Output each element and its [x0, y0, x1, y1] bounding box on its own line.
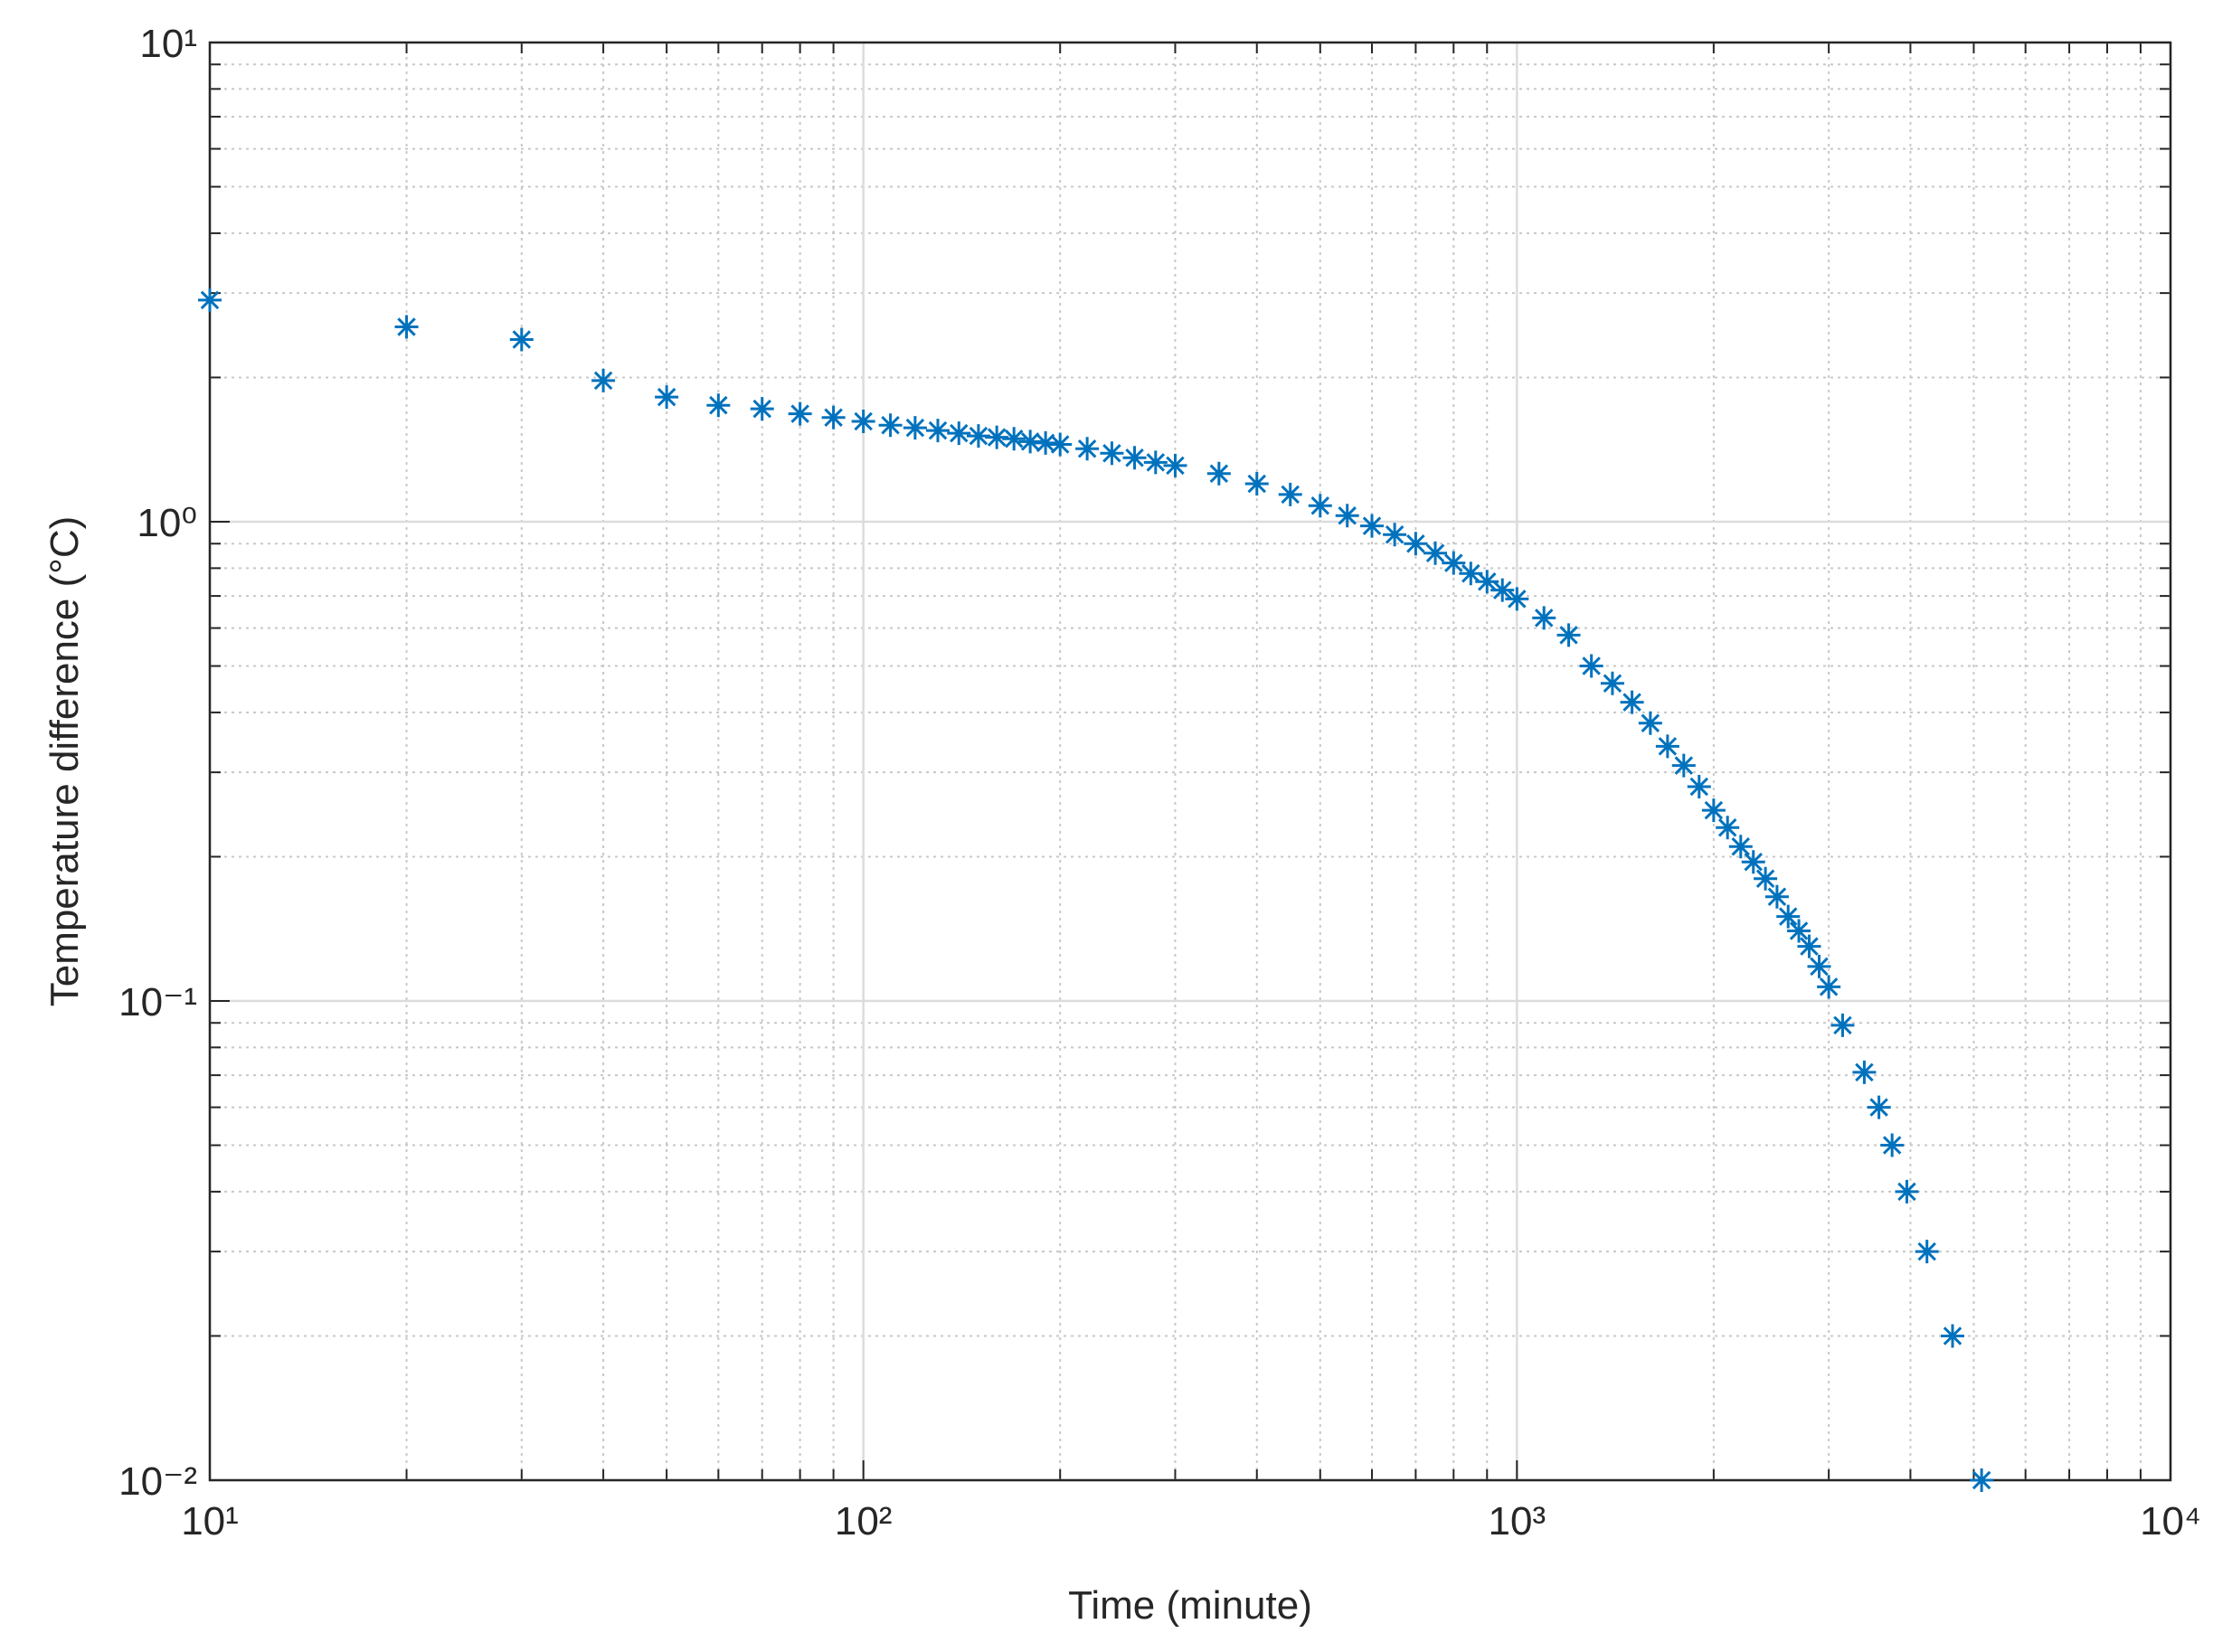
data-point	[1556, 623, 1581, 647]
data-point	[1764, 884, 1789, 909]
data-point	[1360, 514, 1385, 538]
x-tick-label: 10⁴	[2140, 1499, 2201, 1543]
data-point	[1122, 446, 1147, 470]
data-point	[1442, 551, 1466, 575]
data-point	[1797, 934, 1821, 958]
data-point	[851, 409, 875, 433]
y-tick-label: 10⁰	[137, 501, 197, 545]
data-point	[1505, 587, 1529, 611]
data-point	[1895, 1179, 1919, 1204]
data-point	[1100, 441, 1124, 466]
data-point	[509, 327, 534, 352]
data-point	[1817, 975, 1841, 999]
data-point	[1915, 1240, 1939, 1264]
x-axis-label: Time (minute)	[1068, 1583, 1312, 1628]
data-point	[1383, 523, 1407, 547]
data-point	[878, 413, 903, 438]
data-point	[1728, 835, 1753, 859]
data-point	[1579, 654, 1603, 678]
data-point	[1475, 570, 1499, 594]
data-point	[1335, 504, 1359, 528]
data-point	[1532, 606, 1556, 630]
data-point	[591, 368, 616, 392]
data-point	[706, 393, 731, 418]
data-point	[1671, 753, 1696, 778]
data-point	[1880, 1133, 1905, 1157]
data-point	[1867, 1095, 1891, 1119]
x-tick-label: 10¹	[181, 1499, 239, 1543]
data-point	[1787, 919, 1811, 943]
x-tick-label: 10³	[1489, 1499, 1546, 1543]
data-point	[1716, 816, 1740, 840]
data-point	[985, 425, 1009, 449]
y-axis-label: Temperature difference (°C)	[43, 516, 87, 1007]
data-point	[198, 288, 222, 312]
data-point	[1741, 850, 1765, 874]
data-point	[1002, 427, 1026, 451]
data-point	[1655, 734, 1679, 759]
data-point	[1034, 430, 1058, 455]
data-point	[1308, 494, 1332, 518]
data-point	[1206, 461, 1231, 486]
data-point	[1970, 1468, 1994, 1492]
data-point	[1776, 904, 1801, 929]
data-point	[1620, 690, 1644, 714]
data-point	[1075, 437, 1100, 461]
plot-frame	[208, 41, 2172, 1482]
data-point	[1701, 798, 1726, 823]
data-point	[1638, 711, 1662, 735]
data-point	[821, 405, 846, 430]
data-point	[1807, 954, 1831, 978]
y-tick-label: 10⁻²	[118, 1459, 197, 1504]
data-point	[1244, 472, 1269, 496]
data-point	[903, 416, 927, 440]
data-point	[1687, 775, 1711, 799]
data-point	[1600, 671, 1624, 695]
data-point	[966, 424, 990, 448]
data-point	[1459, 562, 1483, 586]
data-point	[1278, 482, 1302, 506]
data-point	[394, 315, 419, 339]
y-tick-label: 10⁻¹	[118, 980, 197, 1024]
data-point	[947, 421, 971, 446]
data-point	[1404, 532, 1428, 556]
data-point	[1754, 866, 1778, 891]
data-point	[1048, 432, 1073, 457]
x-tick-label: 10²	[835, 1499, 893, 1543]
data-point	[1018, 430, 1043, 454]
data-point	[1941, 1324, 1964, 1348]
data-point	[1143, 450, 1168, 475]
y-tick-label: 10¹	[139, 22, 197, 66]
data-point	[1852, 1060, 1877, 1084]
data-point	[1163, 453, 1187, 477]
data-point	[655, 385, 679, 410]
data-point	[926, 419, 950, 443]
data-point	[1423, 541, 1448, 565]
data-point	[788, 401, 812, 426]
data-point	[750, 397, 774, 421]
data-point	[1830, 1013, 1855, 1037]
data-point	[1490, 578, 1515, 602]
